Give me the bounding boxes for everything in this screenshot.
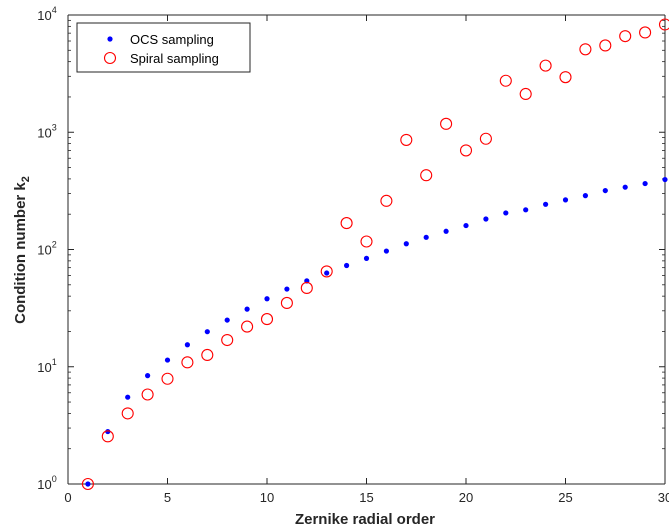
y-tick-label: 100 xyxy=(37,474,56,492)
ocs-point xyxy=(145,373,151,379)
series-spiral xyxy=(81,18,669,491)
spiral-point xyxy=(320,265,333,278)
ocs-point xyxy=(264,296,270,302)
spiral-point xyxy=(579,43,592,56)
ocs-point xyxy=(403,241,409,247)
ocs-point xyxy=(662,176,668,183)
plot-area xyxy=(67,14,666,485)
ocs-point xyxy=(543,201,549,207)
ocs-point xyxy=(383,248,389,254)
x-tick-label: 15 xyxy=(359,490,373,505)
x-tick-label: 0 xyxy=(64,490,71,505)
spiral-point xyxy=(639,26,652,39)
ocs-point xyxy=(443,228,449,234)
legend-marker-spiral xyxy=(103,51,117,65)
y-tick-label: 103 xyxy=(37,122,56,140)
spiral-point xyxy=(141,388,154,401)
spiral-point xyxy=(380,194,393,207)
ocs-point xyxy=(523,207,529,213)
legend: OCS sampling Spiral sampling xyxy=(76,22,251,73)
ocs-point xyxy=(582,193,589,199)
x-tick-label: 10 xyxy=(260,490,274,505)
spiral-point xyxy=(81,477,94,491)
spiral-point xyxy=(280,296,293,310)
spiral-point xyxy=(221,333,234,347)
legend-label-ocs: OCS sampling xyxy=(130,32,214,47)
spiral-point xyxy=(101,430,114,443)
x-axis-label: Zernike radial order xyxy=(295,511,435,528)
y-axis-label: Condition number k2 xyxy=(12,176,32,324)
ocs-point xyxy=(344,262,350,269)
data-marks xyxy=(81,18,669,491)
x-tick-label: 20 xyxy=(459,490,473,505)
ocs-point xyxy=(562,197,569,203)
spiral-point xyxy=(420,169,433,182)
spiral-point xyxy=(340,217,353,230)
ocs-point xyxy=(423,234,429,240)
ocs-point xyxy=(164,357,171,363)
ocs-point xyxy=(184,342,190,348)
y-axis-label-main: Condition number k xyxy=(12,182,29,324)
spiral-point xyxy=(360,235,373,248)
spiral-point xyxy=(241,320,254,333)
ocs-point xyxy=(85,481,91,487)
spiral-point xyxy=(519,87,532,101)
y-tick-label: 104 xyxy=(37,5,56,23)
ocs-point xyxy=(244,306,250,312)
x-tick-label: 5 xyxy=(164,490,171,505)
tick-labels: 0 5 10 15 20 25 30 100 101 102 103 104 xyxy=(37,5,669,505)
axis-ticks xyxy=(67,14,666,485)
ocs-point xyxy=(284,286,290,292)
ocs-point xyxy=(224,317,230,323)
y-tick-label: 101 xyxy=(37,357,56,375)
ocs-point xyxy=(483,216,489,222)
ocs-point xyxy=(324,270,330,276)
spiral-point xyxy=(658,18,669,31)
y-tick-label: 102 xyxy=(37,240,56,258)
spiral-point xyxy=(440,117,453,130)
spiral-point xyxy=(559,71,572,84)
series-ocs xyxy=(85,176,668,487)
spiral-point xyxy=(459,144,473,157)
ocs-point xyxy=(622,184,628,190)
spiral-point xyxy=(121,407,134,420)
ocs-point xyxy=(363,255,370,261)
spiral-point xyxy=(260,313,274,326)
spiral-point xyxy=(479,132,492,145)
legend-marker-ocs xyxy=(107,36,113,42)
legend-box xyxy=(76,22,251,73)
ocs-point xyxy=(463,222,469,229)
spiral-point xyxy=(400,133,413,146)
y-axis-label-subscript: 2 xyxy=(20,176,32,182)
legend-label-spiral: Spiral sampling xyxy=(130,51,219,66)
spiral-point xyxy=(300,281,313,294)
ocs-point xyxy=(105,428,111,435)
x-tick-label: 30 xyxy=(658,490,669,505)
spiral-point xyxy=(499,74,512,87)
ocs-point xyxy=(204,329,210,335)
ocs-point xyxy=(503,210,509,216)
ocs-point xyxy=(642,180,648,187)
spiral-point xyxy=(181,356,194,369)
x-tick-label: 25 xyxy=(558,490,572,505)
ocs-point xyxy=(125,394,131,400)
ocs-point xyxy=(602,187,608,194)
spiral-point xyxy=(201,348,214,362)
spiral-point xyxy=(619,30,632,43)
spiral-point xyxy=(599,39,612,52)
spiral-point xyxy=(161,372,174,385)
spiral-point xyxy=(539,59,552,72)
